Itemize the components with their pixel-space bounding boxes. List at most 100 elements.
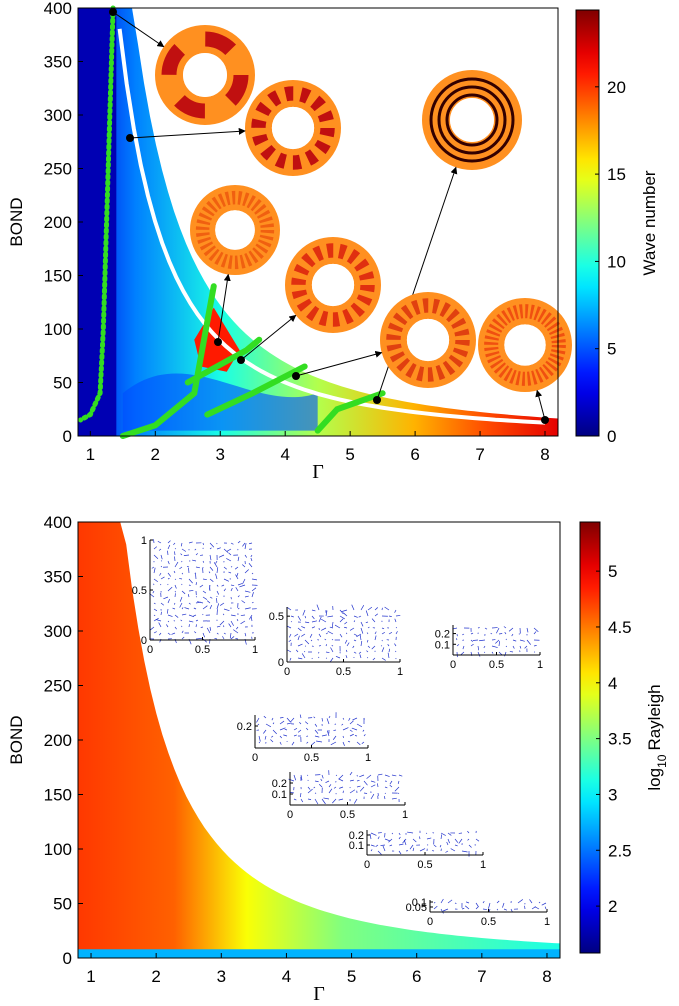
inset-x-tick-label: 1: [537, 659, 543, 671]
x-tick-label: 8: [542, 967, 551, 986]
inset-y-tick-label: 0: [278, 657, 284, 669]
inset-y-tick-label: 0.1: [272, 789, 287, 801]
colorbar-tick-label: 10: [607, 252, 626, 271]
ring-hole: [272, 107, 314, 149]
quiver: [484, 652, 485, 653]
y-tick-label: 100: [44, 320, 72, 339]
y-tick-label: 0: [63, 949, 72, 968]
colorbar: [580, 522, 600, 953]
colorbar-tick-label: 5: [607, 340, 616, 359]
ring-hole: [215, 210, 255, 250]
marker: [109, 8, 117, 16]
colorbar-tick-label: 3.5: [608, 730, 632, 749]
inset-x-tick-label: 0.5: [304, 752, 319, 764]
inset-y-tick-label: 0.1: [435, 639, 450, 651]
x-tick-label: 3: [217, 967, 226, 986]
marker: [126, 134, 134, 142]
y-tick-label: 0: [63, 427, 72, 446]
x-tick-label: 2: [151, 445, 160, 464]
inset-x-tick-label: 0.5: [417, 859, 432, 871]
inset-x-tick-label: 0.5: [489, 659, 504, 671]
inset-y-tick-label: 0.5: [269, 611, 284, 623]
x-axis-label: Γ: [312, 461, 324, 483]
inset-y-tick-label: 0.2: [272, 778, 287, 790]
inset-x-tick-label: 0.5: [340, 809, 355, 821]
marker: [214, 338, 222, 346]
x-tick-label: 1: [86, 445, 95, 464]
y-axis-label: BOND: [7, 715, 26, 764]
marker: [292, 372, 300, 380]
inset-y-tick-label: 0: [141, 635, 147, 647]
y-tick-label: 150: [44, 267, 72, 286]
colorbar-tick-label: 0: [607, 427, 616, 446]
inset-x-tick-label: 1: [480, 859, 486, 871]
arrow: [537, 390, 545, 420]
colorbar-tick-label: 2.5: [608, 841, 632, 860]
colorbar-label: Wave number: [640, 170, 659, 276]
inset-x-tick-label: 1: [252, 644, 258, 656]
quiver: [385, 793, 386, 794]
quiver: [153, 539, 154, 543]
inset-x-tick-label: 0: [147, 644, 153, 656]
x-tick-label: 7: [477, 967, 486, 986]
colorbar-tick-label: 3: [608, 785, 617, 804]
inset-x-tick-label: 0.5: [195, 644, 210, 656]
marker: [237, 356, 245, 364]
y-tick-label: 300: [44, 106, 72, 125]
colorbar-tick-label: 4: [608, 674, 617, 693]
y-tick-label: 300: [44, 622, 72, 641]
inset-x-tick-label: 1: [397, 666, 403, 678]
inset-y-tick-label: 1: [141, 535, 147, 547]
quiver: [175, 548, 176, 549]
colorbar-label: log10Rayleigh: [645, 684, 669, 790]
quiver: [160, 584, 161, 585]
inset-x-tick-label: 0: [450, 659, 456, 671]
inset-x-tick-label: 0: [287, 809, 293, 821]
marker: [373, 396, 381, 404]
inset-y-tick-label: 0.2: [349, 830, 364, 842]
y-tick-label: 400: [44, 513, 72, 532]
label-subscript: 10: [655, 754, 669, 768]
inset-y-tick-label: 0.5: [132, 585, 147, 597]
x-tick-label: 3: [216, 445, 225, 464]
inset-x-tick-label: 0: [252, 752, 258, 764]
colorbar-tick-label: 5: [608, 562, 617, 581]
y-tick-label: 250: [44, 160, 72, 179]
inset-x-tick-label: 1: [365, 752, 371, 764]
x-tick-label: 4: [280, 445, 289, 464]
inset-x-tick-label: 0: [364, 859, 370, 871]
y-tick-label: 150: [44, 786, 72, 805]
ring-hole: [407, 319, 449, 361]
quiver: [395, 651, 396, 652]
y-tick-label: 350: [44, 53, 72, 72]
x-tick-label: 7: [475, 445, 484, 464]
x-tick-label: 1: [86, 967, 95, 986]
inset-x-tick-label: 0: [427, 916, 433, 928]
quiver: [367, 657, 368, 658]
x-tick-label: 4: [282, 967, 291, 986]
ring-hole: [312, 264, 354, 306]
x-tick-label: 6: [412, 967, 421, 986]
x-axis-label: Γ: [313, 983, 325, 1001]
x-tick-label: 5: [345, 445, 354, 464]
y-tick-label: 200: [44, 731, 72, 750]
label-base: log: [645, 768, 664, 791]
y-tick-label: 350: [44, 568, 72, 587]
ring-hole: [183, 53, 227, 97]
colorbar-tick-label: 4.5: [608, 618, 632, 637]
y-tick-label: 50: [53, 895, 72, 914]
x-tick-label: 5: [347, 967, 356, 986]
colorbar-tick-label: 20: [607, 78, 626, 97]
inset-y-tick-label: 0.1: [412, 897, 427, 909]
inset-x-tick-label: 0.5: [336, 666, 351, 678]
y-tick-label: 400: [44, 0, 72, 18]
ring-hole: [504, 324, 545, 365]
x-tick-label: 2: [151, 967, 160, 986]
marker: [541, 416, 549, 424]
inset-x-tick-label: 1: [544, 916, 550, 928]
quiver: [318, 652, 319, 653]
colorbar: [576, 10, 599, 436]
y-tick-label: 250: [44, 677, 72, 696]
x-tick-label: 8: [540, 445, 549, 464]
